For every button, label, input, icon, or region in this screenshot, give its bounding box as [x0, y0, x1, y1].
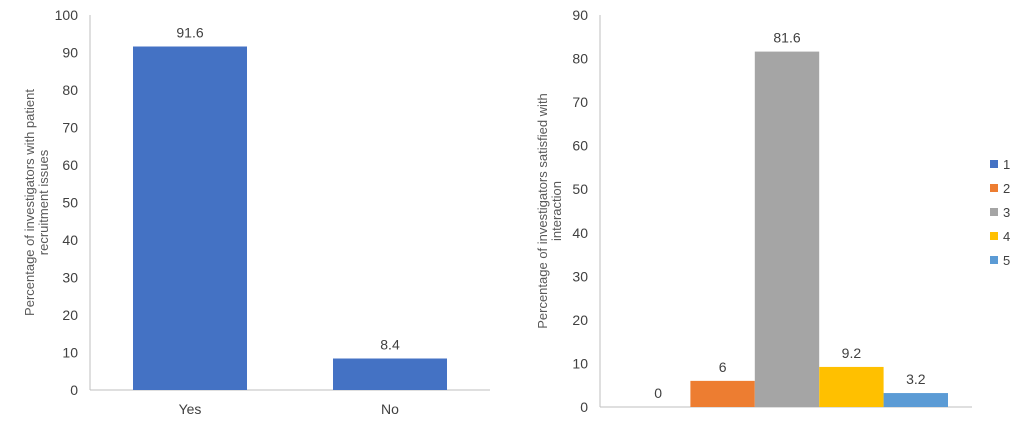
y-tick-label: 60	[572, 138, 588, 154]
y-axis-title-line: interaction	[549, 181, 564, 241]
bar-rating-3	[754, 51, 820, 407]
y-tick-label: 40	[62, 232, 78, 248]
y-axis-title: Percentage of investigators with patient…	[22, 89, 51, 316]
y-tick-label: 10	[62, 345, 78, 361]
y-tick-label: 90	[62, 45, 78, 61]
data-label: 0	[654, 385, 662, 401]
data-label: 6	[719, 359, 727, 375]
y-tick-label: 50	[62, 195, 78, 211]
legend-label: 5	[1003, 253, 1010, 268]
y-tick-label: 50	[572, 181, 588, 197]
data-label: 9.2	[842, 345, 862, 361]
y-axis-title-line: Percentage of investigators with patient	[22, 89, 37, 316]
legend-swatch-2	[990, 184, 998, 192]
x-tick-label: No	[381, 401, 399, 417]
y-tick-label: 0	[580, 399, 588, 415]
y-tick-label: 20	[572, 312, 588, 328]
y-tick-label: 100	[55, 7, 79, 23]
legend: 1 2 3 4 5	[990, 157, 1010, 268]
y-tick-label: 70	[62, 120, 78, 136]
y-tick-label: 20	[62, 307, 78, 323]
data-label: 8.4	[380, 337, 400, 353]
y-tick-label: 90	[572, 7, 588, 23]
y-tick-label: 0	[70, 382, 78, 398]
legend-label: 2	[1003, 181, 1010, 196]
legend-swatch-4	[990, 232, 998, 240]
legend-label: 4	[1003, 229, 1010, 244]
data-label: 81.6	[773, 30, 800, 46]
legend-label: 1	[1003, 157, 1010, 172]
data-label: 91.6	[176, 25, 203, 41]
bar-rating-4	[819, 366, 884, 407]
y-tick-label: 30	[62, 270, 78, 286]
x-tick-label: Yes	[179, 401, 202, 417]
y-tick-label: 30	[572, 268, 588, 284]
bar-no	[333, 358, 447, 390]
y-tick-label: 60	[62, 157, 78, 173]
legend-swatch-5	[990, 256, 998, 264]
y-axis-title-line: recruitment issues	[36, 149, 51, 255]
y-axis-title: Percentage of investigators satisfied wi…	[535, 93, 564, 329]
legend-swatch-1	[990, 160, 998, 168]
y-tick-label: 10	[572, 355, 588, 371]
bar-yes	[133, 46, 247, 390]
bar-rating-2	[690, 380, 755, 407]
y-axis-title-line: Percentage of investigators satisfied wi…	[535, 93, 550, 329]
bar-rating-5	[883, 393, 948, 407]
legend-label: 3	[1003, 205, 1010, 220]
y-tick-label: 40	[572, 225, 588, 241]
data-label: 3.2	[906, 371, 926, 387]
y-tick-label: 70	[572, 94, 588, 110]
y-tick-label: 80	[62, 82, 78, 98]
y-tick-label: 80	[572, 51, 588, 67]
legend-swatch-3	[990, 208, 998, 216]
